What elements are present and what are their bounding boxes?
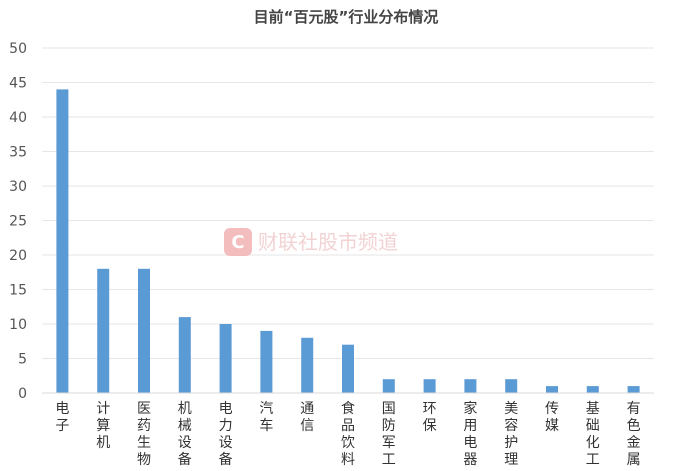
x-category-label: 机械设备 — [178, 401, 192, 468]
chart-title: 目前“百元股”行业分布情况 — [254, 8, 439, 26]
x-category-label: 电力设备 — [219, 401, 233, 468]
bar — [178, 317, 191, 393]
bar — [301, 337, 314, 393]
y-tick-label: 25 — [9, 214, 27, 230]
y-axis-ticks: 0 5 10 15 20 25 30 35 40 45 50 — [9, 41, 27, 402]
bar — [464, 379, 477, 393]
y-tick-label: 45 — [9, 76, 27, 92]
y-tick-label: 20 — [9, 248, 27, 264]
y-tick-label: 35 — [9, 145, 27, 161]
gridlines — [42, 47, 654, 359]
bar — [423, 379, 436, 393]
x-category-label: 国防军工 — [382, 401, 396, 468]
bars — [56, 89, 640, 394]
watermark-text: 财联社股市频道 — [258, 230, 398, 254]
y-tick-label: 30 — [9, 179, 27, 195]
x-category-label: 美容护理 — [504, 401, 518, 468]
x-category-label: 电子 — [55, 401, 69, 434]
x-category-label: 有色金属 — [627, 401, 641, 468]
bar — [546, 386, 558, 393]
y-tick-label: 0 — [18, 386, 27, 402]
watermark-logo-letter: C — [231, 232, 244, 253]
bar — [97, 268, 110, 393]
watermark-logo-icon — [224, 228, 252, 256]
x-category-label: 环保 — [423, 401, 437, 434]
y-tick-label: 15 — [9, 283, 27, 299]
bar — [382, 379, 395, 393]
bar — [138, 268, 150, 393]
x-category-label: 通信 — [300, 401, 314, 434]
x-category-label: 传媒 — [545, 401, 559, 434]
bar — [505, 379, 518, 393]
watermark: C 财联社股市频道 — [224, 228, 398, 256]
x-category-label: 汽车 — [259, 401, 273, 434]
y-tick-label: 5 — [18, 352, 27, 368]
y-tick-label: 50 — [9, 41, 27, 57]
x-category-label: 家用电器 — [463, 400, 477, 468]
x-category-label: 计算机 — [96, 401, 110, 451]
bar — [260, 330, 273, 393]
bar — [586, 386, 599, 393]
x-category-label: 食品饮料 — [341, 400, 355, 468]
x-category-label: 基础化工 — [586, 400, 600, 468]
bar — [219, 324, 232, 393]
y-tick-label: 10 — [9, 317, 27, 333]
bar — [56, 89, 69, 394]
bar — [627, 386, 640, 393]
bar — [342, 344, 354, 393]
x-category-label: 医药生物 — [137, 401, 151, 468]
y-tick-label: 40 — [9, 110, 27, 126]
